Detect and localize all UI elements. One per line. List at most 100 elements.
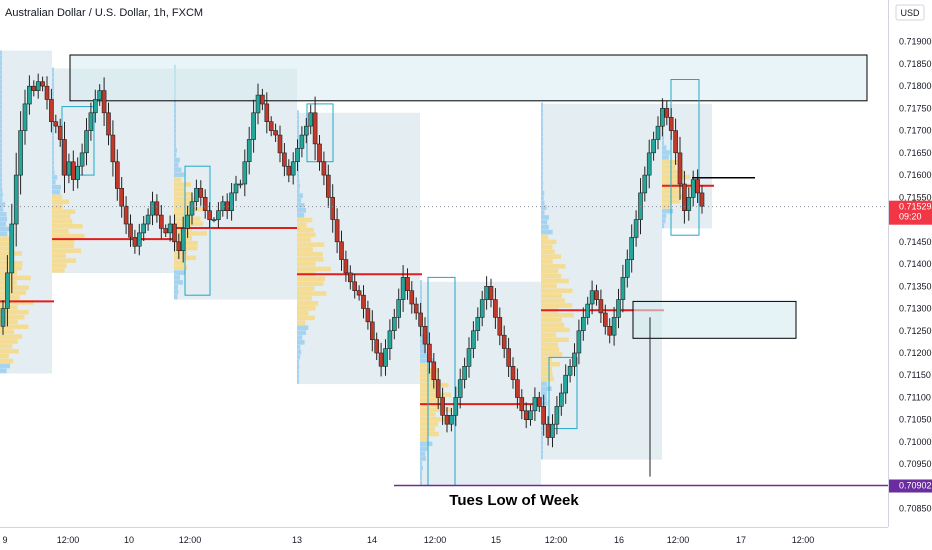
profile-bar [297,281,324,286]
profile-bar [297,354,301,360]
time-tick-5: 14 [367,535,377,545]
candle-body [321,161,327,176]
profile-bar [0,109,2,114]
profile-bar [420,461,423,466]
candle-body [211,219,217,221]
profile-bar [0,314,25,320]
profile-bar [0,353,9,359]
candle-body [444,414,450,425]
candle-body [651,139,656,154]
profile-bar [420,436,429,442]
profile-bar [174,206,205,212]
candle-body [576,330,582,354]
profile-bar [52,145,54,151]
candle-body [607,325,613,336]
profile-bar [297,208,307,213]
low-price-label: 0.70902 [899,481,932,491]
profile-bar [52,268,65,273]
profile-bar [0,285,29,290]
candle-body [339,241,344,260]
candle-body [132,237,138,247]
profile-bar [297,261,316,267]
candle-body [40,81,45,87]
candle-body [44,85,50,100]
profile-bar [52,170,55,175]
time-axis[interactable]: 9 12:00 10 12:00 13 14 12:00 15 12:00 16 12:00 17 12… [0,527,888,546]
profile-bar [0,349,19,354]
price-tick-4: 0.71700 [899,126,932,136]
profile-bar [420,333,424,339]
candle-body [457,379,463,398]
profile-bar [0,79,2,85]
profile-bar [0,70,2,75]
profile-bar [662,125,664,131]
price-tick-0: 0.71900 [899,37,932,47]
profile-bar [174,182,191,187]
profile-bar [0,207,4,212]
candle-body [13,174,19,225]
candle-body [352,281,358,291]
profile-bar [541,166,543,171]
candle-body [383,348,388,367]
profile-bar [0,182,2,188]
profile-bar [297,330,306,335]
profile-bar [297,252,323,257]
profile-bar [297,124,299,130]
profile-bar [541,234,549,240]
profile-bar [541,215,549,220]
time-tick-9: 16 [614,535,624,545]
candle-body [682,183,687,212]
profile-bar [0,124,2,129]
profile-bar [52,228,69,234]
candle-body [180,228,186,252]
candle-body [532,397,538,412]
profile-bar [541,298,566,303]
candle-body [282,152,287,167]
candle-body [633,219,639,238]
profile-bar [541,180,544,186]
price-tick-15: 0.71150 [899,370,931,380]
time-tick-11: 17 [736,535,746,545]
support-zone[interactable] [632,300,797,339]
candle-body [611,317,617,336]
candle-body [93,99,98,114]
profile-bar [0,75,2,80]
profile-bar [52,87,54,92]
profile-bar [297,115,299,120]
candle-body [22,103,28,131]
profile-bar [174,285,178,290]
profile-bar [297,203,305,208]
candle-body [585,303,591,318]
candle-body [119,188,124,207]
candle-body [642,174,648,194]
profile-bar [541,278,569,284]
profile-bar [174,231,207,236]
profile-bar [541,259,553,264]
resistance-zone[interactable] [69,54,868,102]
price-tick-9: 0.71450 [899,237,932,247]
profile-bar [541,361,561,367]
candle-body [624,259,630,278]
currency-badge[interactable] [895,4,925,21]
profile-bar [541,249,555,254]
price-axis[interactable]: USD 0.719000.718500.718000.717500.717000… [888,0,932,527]
profile-bar [541,293,562,298]
candle-body [75,165,80,180]
profile-bar [541,151,543,157]
profile-bar [541,244,553,250]
candle-body [572,352,577,367]
profile-bar [174,118,176,124]
candle-body [145,214,151,225]
profile-bar [174,103,176,109]
candle-body [268,121,274,131]
profile-bar [52,121,54,126]
profile-bar [420,421,439,427]
profile-bar [0,309,29,315]
profile-bar [541,303,573,308]
profile-bar [541,112,543,117]
profile-bar [297,129,299,135]
profile-bar [174,138,176,143]
candle-body [558,392,564,407]
candle-body [501,334,507,349]
